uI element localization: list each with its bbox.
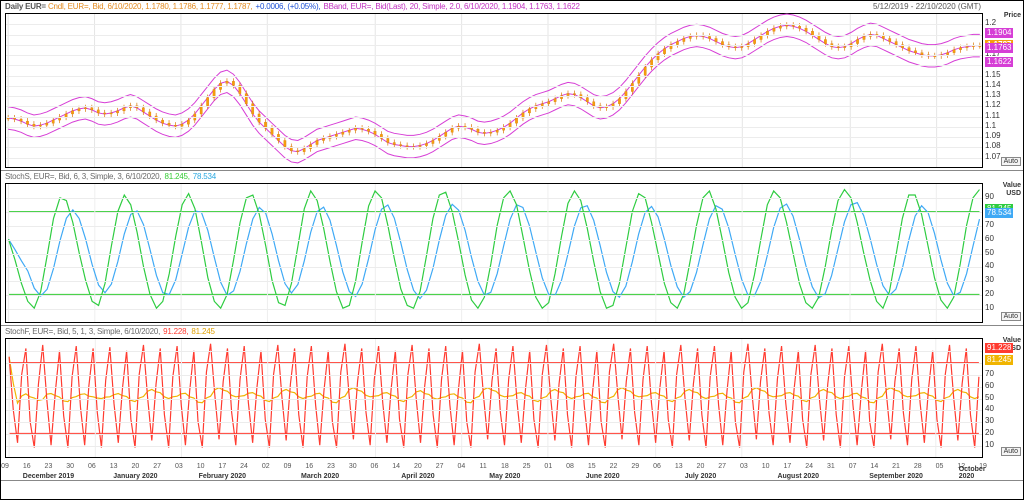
price-yaxis: Price Auto 1.071.081.091.11.111.121.131.… <box>985 13 1023 168</box>
auto-button-3[interactable]: Auto <box>1001 447 1021 456</box>
stoch-fast-yaxis: Value USD Auto 10203040506070809091.2288… <box>985 338 1023 458</box>
stoch-fast-panel: StochF, EUR=, Bid, 5, 1, 3, Simple, 6/10… <box>1 326 1023 481</box>
stoch-slow-yaxis: Value USD Auto 10203040506070809081.2457… <box>985 183 1023 323</box>
panel2-header: StochS, EUR=, Bid, 6, 3, Simple, 3, 6/10… <box>5 172 222 181</box>
panel1-header: Daily EUR= Cndl, EUR=, Bid, 6/10/2020, 1… <box>5 2 586 11</box>
ylabel-value-2: Value <box>1003 182 1021 189</box>
auto-button-2[interactable]: Auto <box>1001 312 1021 321</box>
panel3-header: StochF, EUR=, Bid, 5, 1, 3, Simple, 6/10… <box>5 327 221 336</box>
chart-container: Daily EUR= Cndl, EUR=, Bid, 6/10/2020, 1… <box>0 0 1024 500</box>
auto-button-1[interactable]: Auto <box>1001 157 1021 166</box>
stoch-slow-panel: StochS, EUR=, Bid, 6, 3, Simple, 3, 6/10… <box>1 171 1023 326</box>
ylabel-price: Price <box>1004 12 1021 19</box>
price-plot[interactable] <box>5 13 983 168</box>
price-panel: Daily EUR= Cndl, EUR=, Bid, 6/10/2020, 1… <box>1 1 1023 171</box>
stoch-slow-plot[interactable] <box>5 183 983 323</box>
stoch-fast-plot[interactable] <box>5 338 983 458</box>
date-range: 5/12/2019 - 22/10/2020 (GMT) <box>873 2 981 11</box>
x-axis: 0916233006132027031017240209162330061420… <box>1 460 983 480</box>
ylabel-usd-2: USD <box>1006 190 1021 197</box>
chart-title: Daily EUR= <box>5 2 46 11</box>
price-svg <box>6 14 982 167</box>
